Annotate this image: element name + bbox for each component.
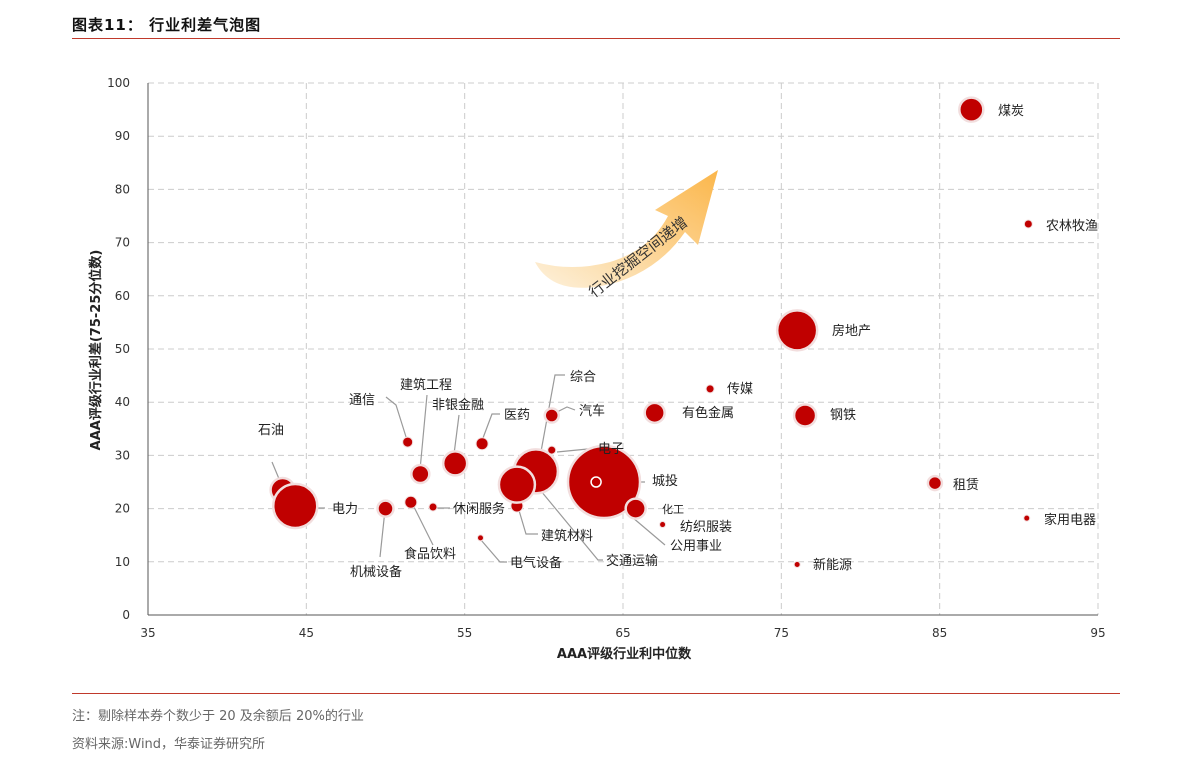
- bubble-label: 家用电器: [1044, 512, 1096, 528]
- bubble: [410, 463, 431, 485]
- y-axis-label: AAA评级行业利差(75-25分位数): [88, 250, 104, 451]
- bubble-label: 机械设备: [350, 564, 402, 580]
- bubble-label: 石油: [258, 423, 284, 438]
- y-tick-label: 100: [107, 76, 130, 90]
- leader-line: [516, 461, 603, 561]
- bubble-label: 电力: [332, 502, 358, 517]
- bubble-label: 城投: [652, 473, 678, 489]
- bubble: [1023, 514, 1031, 522]
- bubble: [497, 465, 537, 504]
- bubble-label: 综合: [570, 370, 596, 385]
- x-tick-label: 55: [457, 626, 472, 640]
- x-tick-label: 95: [1090, 626, 1105, 640]
- bubble: [428, 502, 438, 512]
- bubble: [402, 436, 414, 448]
- x-tick-label: 85: [932, 626, 947, 640]
- y-tick-label: 90: [115, 129, 130, 143]
- bubble: [475, 437, 489, 451]
- bubble: [624, 497, 647, 520]
- axes: 0 10 20 30 40 50 60 70 80 90 100 35 45 55 65 75 85 95: [107, 76, 1106, 640]
- y-tick-label: 50: [115, 342, 130, 356]
- source-note: 资料来源:Wind，华泰证券研究所: [72, 737, 266, 752]
- bubble-label: 电气设备: [510, 555, 562, 571]
- x-tick-label: 75: [774, 626, 789, 640]
- bubble-label: 电子: [598, 442, 624, 457]
- x-tick-label: 65: [615, 626, 630, 640]
- bubble: [566, 444, 642, 520]
- bubble: [958, 96, 985, 123]
- x-tick-label: 35: [140, 626, 155, 640]
- bubble-label: 租赁: [953, 478, 979, 493]
- bubble-label: 新能源: [813, 557, 852, 573]
- bubble: [1023, 219, 1033, 229]
- bubble-label: 房地产: [832, 323, 871, 339]
- bubble-label: 化工: [662, 502, 684, 516]
- bubble-label: 汽车: [579, 403, 605, 419]
- leader-line: [419, 394, 428, 471]
- bubble: [705, 384, 715, 394]
- y-tick-label: 80: [115, 182, 130, 196]
- bubble-label: 休闲服务: [453, 501, 505, 517]
- leader-line: [537, 374, 565, 469]
- grid-lines: [148, 82, 1099, 615]
- bubble-label: 医药: [504, 408, 530, 423]
- bubble-marker: [590, 476, 602, 488]
- bubble-label: 农林牧渔: [1046, 219, 1098, 234]
- footnote: 注：剔除样本券个数少于 20 及余额后 20%的行业: [72, 709, 364, 724]
- bubble: [643, 401, 666, 425]
- leader-line: [379, 509, 386, 558]
- arrow-annotation: 行业挖掘空间递增: [585, 213, 691, 301]
- bubble: [376, 499, 395, 518]
- bubble: [272, 482, 319, 530]
- bubble: [792, 403, 818, 428]
- leader-line: [480, 539, 507, 563]
- bubble: [659, 521, 667, 529]
- bubble-label: 煤炭: [998, 104, 1024, 119]
- leader-line: [556, 406, 576, 413]
- bubble: [926, 474, 944, 492]
- y-tick-label: 40: [115, 395, 130, 409]
- leader-line: [385, 396, 408, 441]
- y-tick-label: 30: [115, 448, 130, 462]
- bubble-label: 食品饮料: [404, 546, 456, 562]
- y-tick-label: 60: [115, 289, 130, 303]
- bubble: [543, 407, 560, 424]
- leader-line: [517, 506, 538, 535]
- y-tick-label: 70: [115, 236, 130, 250]
- x-tick-label: 45: [299, 626, 314, 640]
- bubble-label: 建筑材料: [541, 528, 593, 544]
- bubble-label: 传媒: [727, 382, 753, 397]
- bubble-label: 通信: [349, 393, 375, 408]
- bubbles: [269, 96, 1033, 568]
- y-tick-label: 0: [122, 608, 130, 622]
- bubble: [404, 495, 418, 509]
- x-axis-label: AAA评级行业利中位数: [557, 646, 692, 662]
- leader-line: [412, 504, 434, 546]
- bubble-label: 钢铁: [830, 408, 856, 423]
- bubble-label: 交通运输: [606, 553, 658, 569]
- figure-title: 图表11： 行业利差气泡图: [72, 16, 262, 34]
- y-tick-label: 20: [115, 502, 130, 516]
- bubble: [547, 445, 557, 455]
- bubble-label: 纺织服装: [680, 520, 732, 535]
- bubble: [775, 309, 819, 352]
- footer-divider: [72, 693, 1120, 694]
- bubble-label: 建筑工程: [400, 377, 452, 393]
- bubble: [793, 560, 801, 568]
- bubble: [477, 534, 484, 542]
- title-divider: [72, 38, 1120, 39]
- bubble-label: 公用事业: [670, 539, 722, 554]
- bubble: [441, 450, 469, 477]
- growth-arrow-shape: [535, 170, 718, 288]
- bubble-label: 非银金融: [432, 397, 484, 413]
- bubble-label: 有色金属: [682, 405, 734, 421]
- leader-line: [482, 413, 500, 439]
- y-tick-label: 10: [115, 555, 130, 569]
